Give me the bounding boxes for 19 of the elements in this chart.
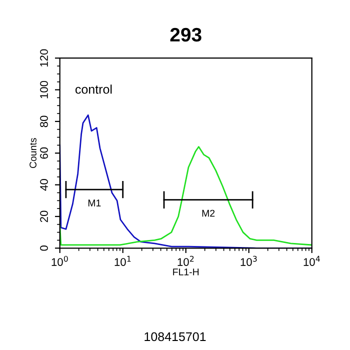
y-tick-label: 80 [40,116,48,128]
x-tick-label: 10$^{4}$ [304,256,320,266]
y-tick-label: 40 [40,179,48,191]
x-tick-label: 10$^{3}$ [240,256,257,266]
annotation: control [76,84,112,94]
y-axis-title: Counts [30,138,36,168]
y-tick-label: 100 [40,80,48,98]
text: 108415701 [144,332,206,342]
series-label: M2 [202,210,215,217]
x-tick-label: 10$^{0}$ [52,256,68,266]
y-tick-label: 60 [40,147,48,159]
series-label: M1 [88,200,101,206]
x-tick-label: 10$^{2}$ [178,256,194,266]
x-tick-label: 10$^{1}$ [114,256,131,266]
y-tick-label: 20 [40,210,48,222]
x-axis-title: FL1-H [173,268,199,276]
chart-title: 293 [170,28,202,42]
y-tick-label: 120 [40,49,48,67]
y-tick-label: 0 [40,245,48,251]
